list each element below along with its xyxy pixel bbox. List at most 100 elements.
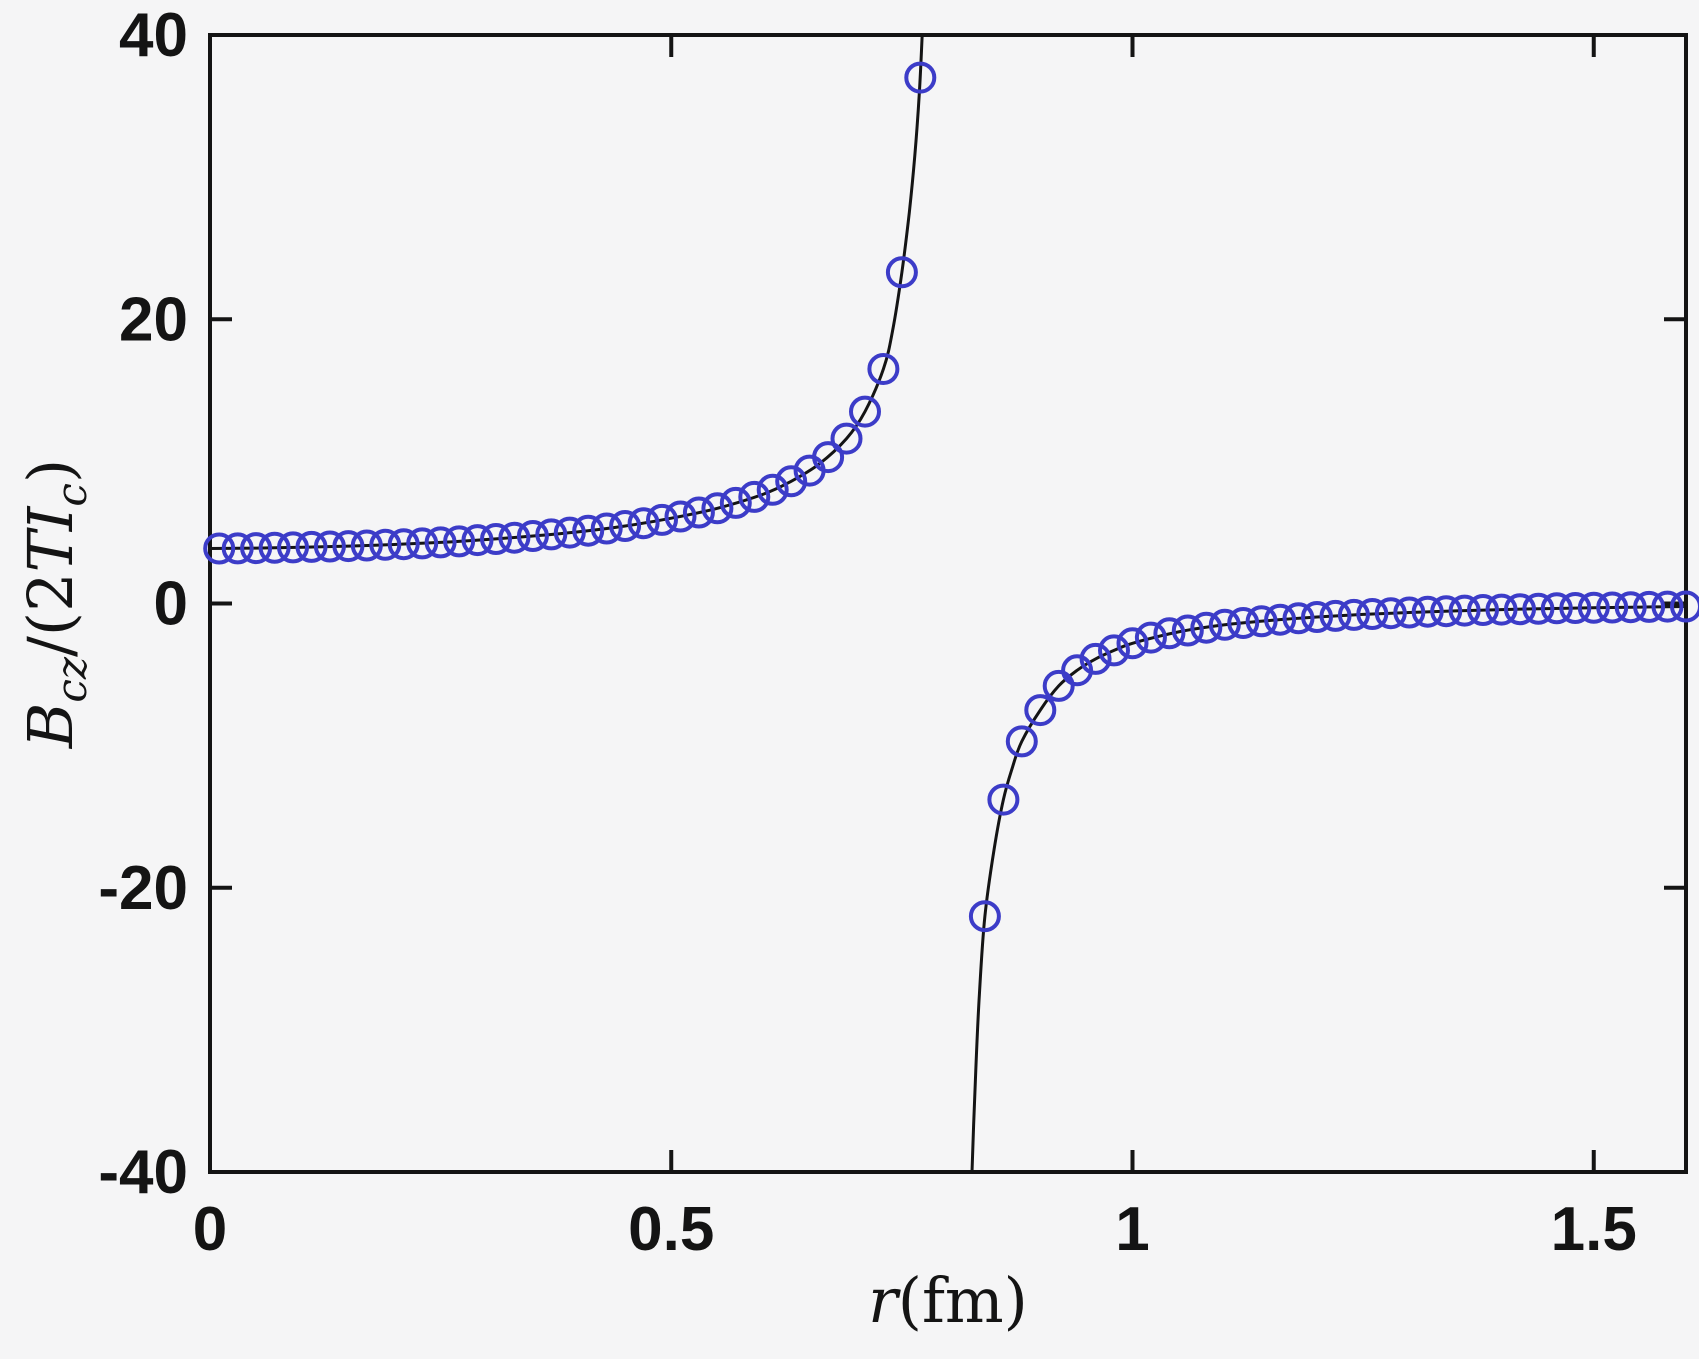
x-tick-label: 0.5 [628, 1195, 714, 1264]
text-layer: 0 0.5 1 1.5 40 20 0 -20 -40 r(fm) Bcz/(2TIc) [14, 1, 1637, 1337]
data-point-marker [1116, 627, 1149, 660]
data-point-marker [480, 523, 512, 555]
data-point-marker [387, 528, 420, 561]
data-point-marker [424, 526, 457, 559]
data-point-marker [332, 530, 365, 563]
y-axis-label-part: cz [47, 656, 96, 703]
data-point-marker [1024, 694, 1057, 727]
data-point-marker [1374, 597, 1407, 630]
data-point-marker [1319, 599, 1352, 632]
data-point-marker [1171, 614, 1204, 647]
data-point-marker [1651, 590, 1684, 623]
data-point-marker [664, 500, 697, 533]
axes-layer [208, 33, 1688, 1174]
data-point-marker [812, 441, 845, 474]
data-point-marker [627, 507, 660, 540]
data-point-marker [719, 486, 752, 519]
data-point-marker [1540, 592, 1573, 625]
data-point-marker [1633, 590, 1666, 623]
data-point-marker [1411, 595, 1444, 628]
data-point-marker [1208, 608, 1241, 641]
data-point-marker [1282, 602, 1315, 635]
data-point-marker [1504, 593, 1536, 626]
y-axis-label-part: c [47, 483, 96, 507]
data-point-marker [350, 529, 383, 562]
y-tick-label: 20 [119, 285, 188, 354]
data-point-marker [1227, 607, 1260, 639]
marker-layer [203, 61, 1699, 933]
y-axis-label-part: ) [14, 459, 87, 483]
data-point-marker [1301, 601, 1333, 633]
data-point-marker [1559, 592, 1592, 624]
data-point-marker [1134, 621, 1167, 654]
data-point-marker [1264, 603, 1297, 636]
data-point-marker [1079, 642, 1112, 675]
data-point-marker [849, 395, 881, 428]
data-point-marker [756, 473, 789, 506]
data-point-marker [1614, 591, 1647, 624]
data-point-marker [1485, 593, 1518, 626]
data-point-marker [1153, 617, 1186, 650]
x-tick-label: 0 [193, 1195, 227, 1264]
data-point-marker [221, 532, 254, 565]
data-point-marker [646, 503, 678, 536]
data-point-marker [443, 525, 476, 558]
data-point-marker [406, 527, 439, 560]
y-axis-label-part: /(2 [14, 572, 87, 657]
fit-line-left-branch [210, 35, 924, 550]
data-point-marker [258, 531, 291, 564]
data-point-marker [1522, 592, 1555, 625]
data-point-marker [590, 512, 623, 545]
data-point-marker [1005, 725, 1038, 758]
data-point-marker [987, 783, 1020, 816]
data-point-marker [1098, 634, 1130, 667]
data-point-marker [1670, 590, 1699, 623]
data-point-marker [1190, 611, 1223, 644]
data-point-marker [1245, 605, 1278, 638]
data-point-marker [1042, 669, 1075, 702]
x-tick-label: 1.5 [1551, 1195, 1637, 1264]
data-point-marker [1467, 594, 1499, 626]
data-point-marker [1448, 594, 1481, 627]
data-point-marker [1430, 595, 1463, 628]
data-point-marker [830, 422, 863, 455]
x-axis-label: r(fm) [868, 1264, 1028, 1337]
fit-line-right-branch [970, 605, 1686, 1172]
data-point-marker [738, 480, 771, 513]
data-point-marker [461, 524, 494, 557]
data-point-marker [535, 518, 568, 551]
y-tick-label: 40 [119, 1, 188, 70]
y-axis-label-part: B [14, 703, 87, 750]
data-point-marker [1393, 596, 1426, 629]
data-point-marker [968, 900, 1001, 933]
data-point-marker [369, 528, 402, 561]
data-point-marker [553, 516, 586, 549]
data-point-marker [295, 530, 328, 563]
data-point-marker [609, 510, 642, 542]
data-point-marker [203, 532, 236, 565]
data-point-marker [904, 61, 937, 94]
y-axis-label: Bcz/(2TIc) [14, 459, 96, 749]
data-point-marker [1596, 591, 1629, 624]
data-point-marker [240, 532, 273, 565]
data-point-marker [1337, 598, 1370, 631]
data-point-marker [313, 530, 346, 563]
data-point-marker [775, 465, 808, 498]
x-axis-label-part: (fm) [898, 1264, 1028, 1337]
data-point-marker [682, 496, 715, 529]
y-axis-label-part: TI [14, 505, 87, 572]
data-point-marker [516, 520, 549, 552]
data-point-marker [572, 514, 605, 547]
y-tick-label: -20 [98, 854, 188, 923]
y-tick-label: 0 [154, 570, 188, 639]
x-tick-label: 1 [1115, 1195, 1149, 1264]
data-point-marker [867, 353, 900, 385]
data-point-marker [1356, 598, 1389, 630]
data-point-marker [1577, 591, 1610, 624]
data-point-marker [498, 521, 531, 554]
data-point-marker [277, 531, 309, 564]
data-point-marker [701, 492, 734, 525]
fit-line-layer [210, 35, 1686, 1172]
